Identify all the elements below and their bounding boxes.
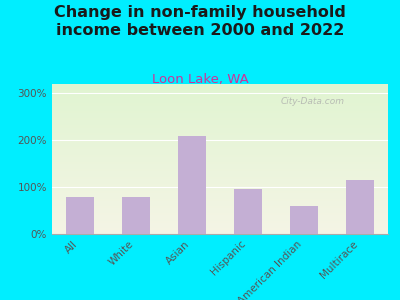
Bar (234, 188, 262, 234)
Bar (66, 196, 94, 234)
Text: City-Data.com: City-Data.com (280, 98, 344, 106)
Bar (346, 180, 374, 234)
Text: Loon Lake, WA: Loon Lake, WA (152, 74, 248, 86)
Text: Change in non-family household
income between 2000 and 2022: Change in non-family household income be… (54, 4, 346, 38)
Bar (178, 136, 206, 234)
Bar (290, 206, 318, 234)
Bar (122, 196, 150, 234)
